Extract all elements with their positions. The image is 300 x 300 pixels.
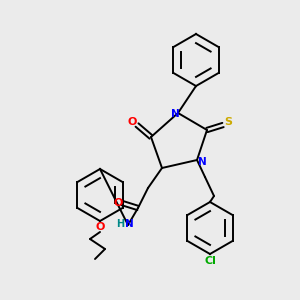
Text: O: O — [113, 198, 123, 208]
Text: N: N — [124, 219, 134, 229]
Text: H: H — [116, 219, 124, 229]
Text: Cl: Cl — [204, 256, 216, 266]
Text: N: N — [198, 157, 206, 167]
Text: O: O — [95, 222, 105, 232]
Text: S: S — [224, 117, 232, 127]
Text: O: O — [127, 117, 137, 127]
Text: N: N — [171, 109, 179, 119]
